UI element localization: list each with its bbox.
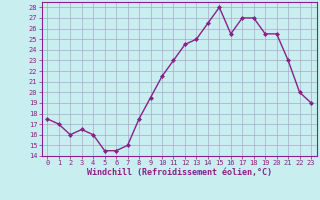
X-axis label: Windchill (Refroidissement éolien,°C): Windchill (Refroidissement éolien,°C) (87, 168, 272, 177)
